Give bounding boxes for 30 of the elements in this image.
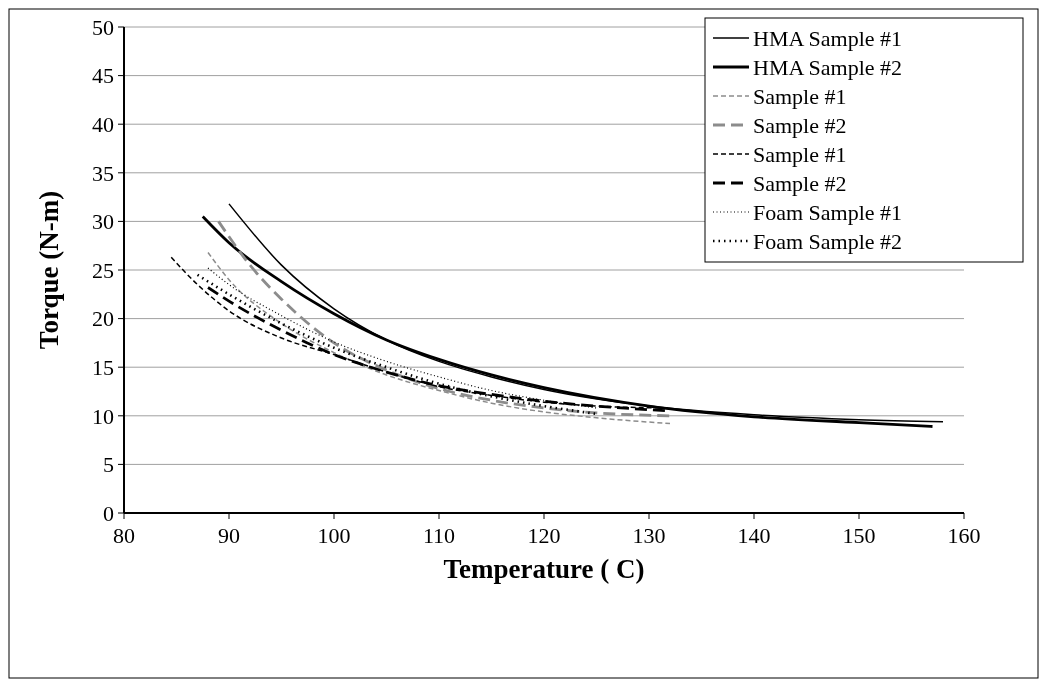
y-tick-label: 0	[103, 500, 114, 526]
legend-label: Foam Sample #2	[753, 228, 903, 254]
legend-label: HMA Sample #1	[753, 25, 903, 51]
y-tick-label: 45	[92, 63, 114, 89]
legend-label: HMA Sample #2	[753, 54, 903, 80]
x-tick-label: 150	[842, 523, 876, 548]
legend-label: Foam Sample #1	[753, 199, 903, 225]
y-tick-label: 25	[92, 257, 114, 283]
y-tick-label: 40	[92, 111, 114, 137]
y-tick-label: 30	[92, 209, 114, 235]
y-tick-label: 15	[92, 354, 114, 380]
x-tick-label: 80	[113, 523, 135, 548]
y-tick-label: 10	[92, 403, 114, 429]
x-tick-label: 100	[317, 523, 351, 548]
x-tick-label: 110	[422, 523, 456, 548]
legend-label: Sample #1	[753, 141, 847, 167]
y-axis-title: Torque (N-m)	[34, 190, 64, 350]
x-axis-title: Temperature ( C)	[443, 554, 645, 584]
y-tick-label: 20	[92, 306, 114, 332]
y-tick-label: 35	[92, 160, 114, 186]
y-tick-label: 5	[103, 452, 114, 478]
x-tick-label: 140	[737, 523, 771, 548]
x-tick-label: 160	[947, 523, 981, 548]
x-tick-label: 120	[527, 523, 561, 548]
y-tick-label: 50	[92, 14, 114, 40]
legend-label: Sample #2	[753, 170, 847, 196]
legend-label: Sample #2	[753, 112, 847, 138]
x-tick-label: 90	[218, 523, 240, 548]
x-tick-label: 130	[632, 523, 666, 548]
legend-label: Sample #1	[753, 83, 847, 109]
